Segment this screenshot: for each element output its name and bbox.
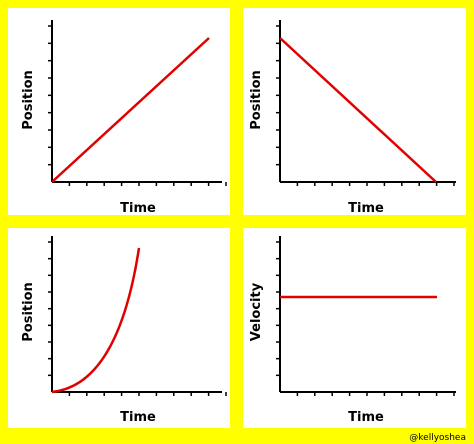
x-label: Time [348,201,384,216]
x-label: Time [120,201,156,216]
y-label: Position [249,70,264,130]
panel [8,8,230,215]
graph-curve [51,247,141,394]
y-label: Position [21,70,36,130]
x-label: Time [348,410,384,425]
panel [243,8,466,215]
credit: @kellyoshea [409,433,466,443]
x-label: Time [120,410,156,425]
y-label: Position [21,282,36,342]
graph-line [51,37,210,183]
graph-line [279,37,437,183]
y-label: Velocity [249,282,264,341]
